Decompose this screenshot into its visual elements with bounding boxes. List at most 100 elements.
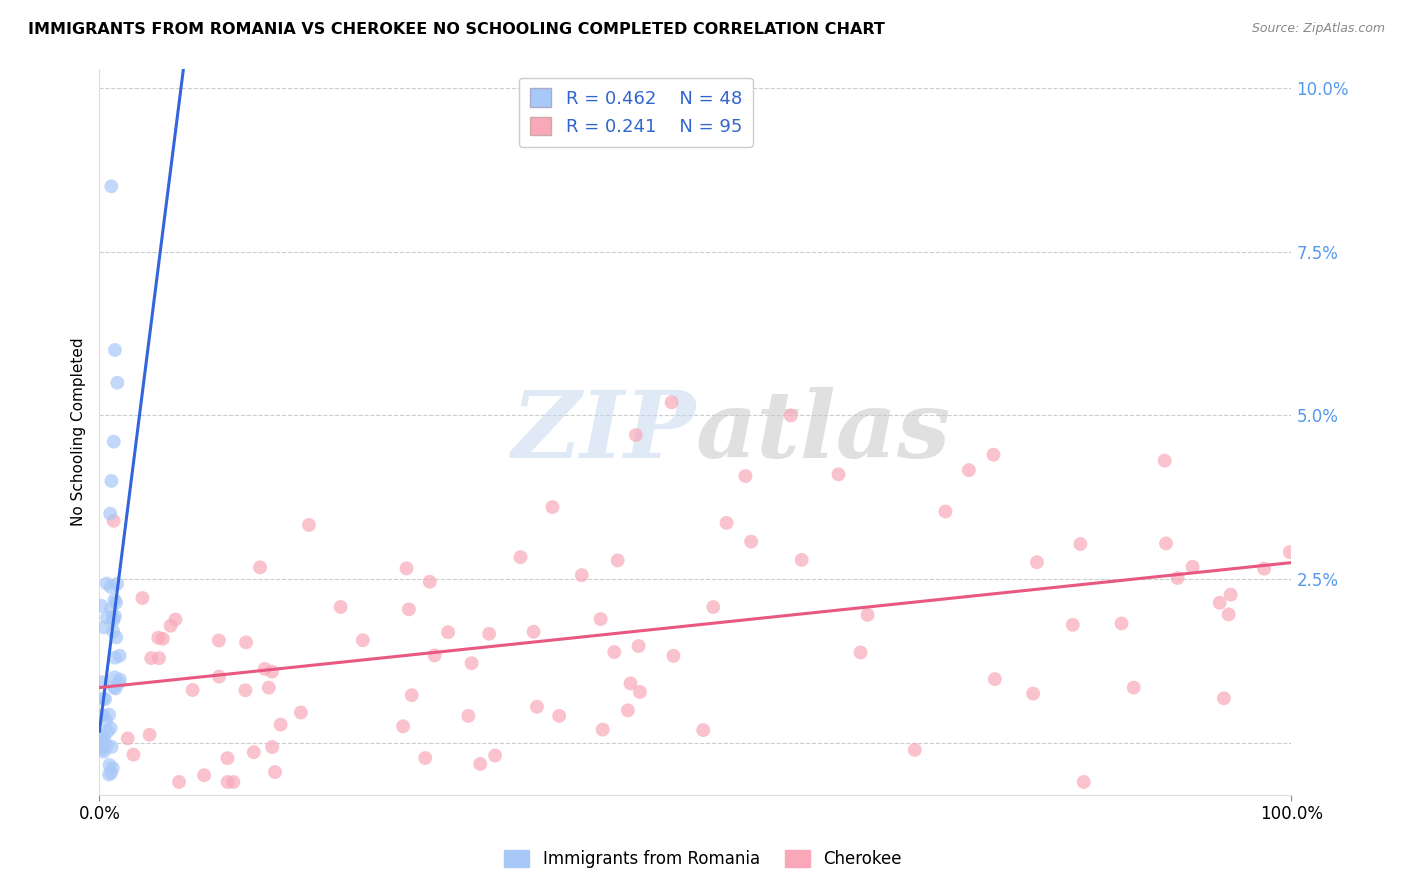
Point (1167, 571, 1189, 585)
Point (235, 635, 257, 649)
Point (91, 675, 114, 690)
Point (983, 448, 1005, 462)
Point (541, 500, 564, 514)
Point (460, 656, 482, 670)
Point (395, 561, 418, 575)
Point (217, 775, 239, 789)
Point (716, 516, 738, 530)
Point (141, 651, 163, 665)
Point (592, 723, 614, 737)
Point (96, 739, 118, 753)
Point (103, 434, 125, 449)
Point (101, 624, 124, 639)
Point (167, 775, 190, 789)
Point (352, 633, 374, 648)
Point (413, 751, 436, 765)
Point (264, 765, 287, 780)
Point (457, 709, 479, 723)
Point (827, 467, 849, 482)
Point (1026, 555, 1049, 569)
Point (619, 676, 641, 690)
Point (100, 602, 122, 616)
Point (984, 672, 1007, 686)
Point (702, 599, 724, 614)
Point (624, 428, 647, 442)
Point (270, 717, 292, 731)
Text: atlas: atlas (696, 387, 950, 477)
Point (419, 574, 441, 589)
Point (103, 514, 125, 528)
Point (1122, 681, 1144, 695)
Point (89, 731, 111, 745)
Point (98, 507, 121, 521)
Point (108, 648, 131, 663)
Point (103, 680, 125, 694)
Point (101, 611, 124, 625)
Point (100, 580, 122, 594)
Point (617, 703, 640, 717)
Point (105, 596, 128, 610)
Point (1219, 588, 1241, 602)
Point (1062, 618, 1084, 632)
Point (1253, 561, 1275, 575)
Point (91, 742, 114, 756)
Point (627, 639, 650, 653)
Point (93, 731, 115, 746)
Point (509, 550, 531, 565)
Point (165, 612, 187, 626)
Point (849, 645, 872, 659)
Point (470, 756, 492, 771)
Point (392, 719, 415, 733)
Point (957, 463, 980, 477)
Point (100, 739, 122, 754)
Point (904, 743, 927, 757)
Point (90, 729, 112, 743)
Point (94, 714, 117, 728)
Point (159, 618, 181, 632)
Text: ZIP: ZIP (512, 387, 696, 477)
Point (100, 474, 122, 488)
Point (661, 395, 683, 409)
Point (100, 721, 122, 735)
Point (692, 723, 714, 737)
Point (104, 670, 127, 684)
Point (117, 731, 139, 746)
Point (105, 577, 128, 591)
Point (104, 343, 127, 357)
Point (1208, 596, 1230, 610)
Point (242, 745, 264, 759)
Point (589, 612, 612, 626)
Point (398, 602, 420, 616)
Point (90, 599, 112, 613)
Point (105, 631, 128, 645)
Point (257, 681, 280, 695)
Point (152, 632, 174, 646)
Point (100, 179, 122, 194)
Legend: Immigrants from Romania, Cherokee: Immigrants from Romania, Cherokee (498, 843, 908, 875)
Point (93, 620, 115, 634)
Point (96, 576, 118, 591)
Point (484, 748, 506, 763)
Point (97, 724, 120, 739)
Point (548, 709, 571, 723)
Point (262, 740, 284, 755)
Point (437, 625, 460, 640)
Point (1111, 616, 1133, 631)
Point (104, 609, 127, 624)
Point (1022, 687, 1045, 701)
Point (108, 675, 131, 690)
Point (93, 691, 115, 706)
Point (91, 739, 114, 753)
Point (193, 768, 215, 782)
Y-axis label: No Schooling Completed: No Schooling Completed (72, 337, 86, 526)
Point (148, 651, 170, 665)
Point (94, 692, 117, 706)
Point (298, 518, 321, 533)
Point (734, 469, 756, 483)
Point (740, 534, 762, 549)
Point (779, 409, 801, 423)
Point (1212, 691, 1234, 706)
Point (91, 708, 114, 723)
Point (235, 683, 257, 698)
Point (181, 683, 204, 698)
